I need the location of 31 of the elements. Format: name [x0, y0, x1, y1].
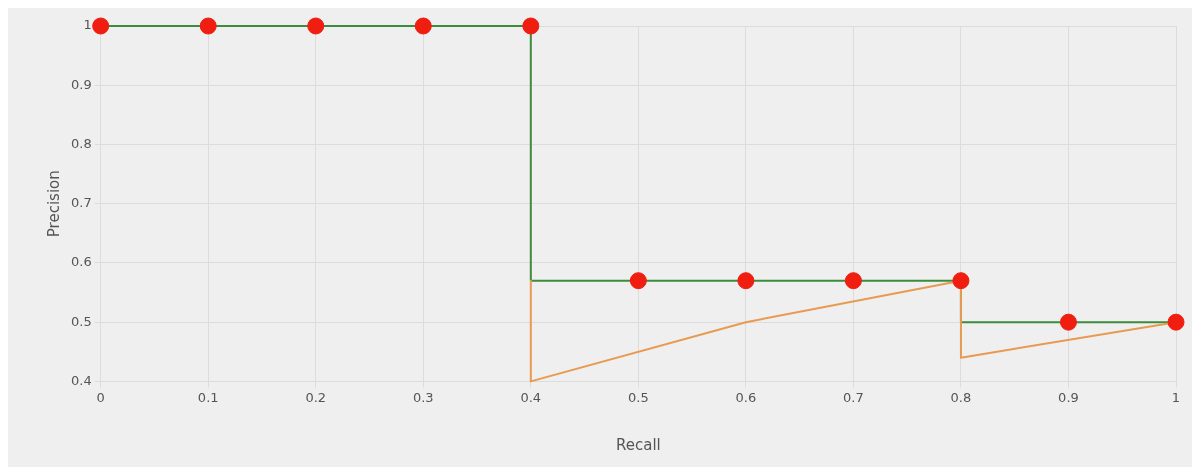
point	[629, 272, 647, 290]
y-tick-label: 0.7	[70, 195, 92, 211]
point	[844, 272, 862, 290]
point	[737, 272, 755, 290]
x-tick-label: 0.9	[1058, 389, 1079, 405]
y-tick-label: 0.5	[70, 313, 92, 329]
point	[307, 17, 325, 35]
x-tick-label: 0.2	[305, 389, 327, 405]
x-tick-label: 0.1	[197, 389, 219, 405]
point	[1167, 313, 1185, 331]
x-tick-label: 0.3	[412, 389, 434, 405]
x-tick-label: 0	[96, 389, 105, 405]
y-tick-label: 0.4	[70, 372, 92, 388]
point	[92, 17, 110, 35]
point	[1059, 313, 1077, 331]
x-tick-label: 1	[1171, 389, 1181, 405]
point	[199, 17, 217, 35]
point	[952, 272, 970, 290]
x-tick-label: 0.4	[520, 389, 542, 405]
y-tick-label: 1	[83, 17, 92, 33]
x-tick-label: 0.5	[627, 389, 649, 405]
point	[522, 17, 540, 35]
y-tick-label: 0.9	[70, 76, 92, 92]
point	[414, 17, 432, 35]
y-tick-label: 0.8	[70, 135, 92, 151]
x-axis-title: Recall	[615, 435, 661, 454]
y-tick-label: 0.6	[70, 254, 92, 270]
x-tick-label: 0.8	[950, 389, 972, 405]
x-tick-label: 0.7	[843, 389, 864, 405]
y-axis-title: Precision	[44, 170, 63, 238]
x-tick-label: 0.6	[735, 389, 757, 405]
